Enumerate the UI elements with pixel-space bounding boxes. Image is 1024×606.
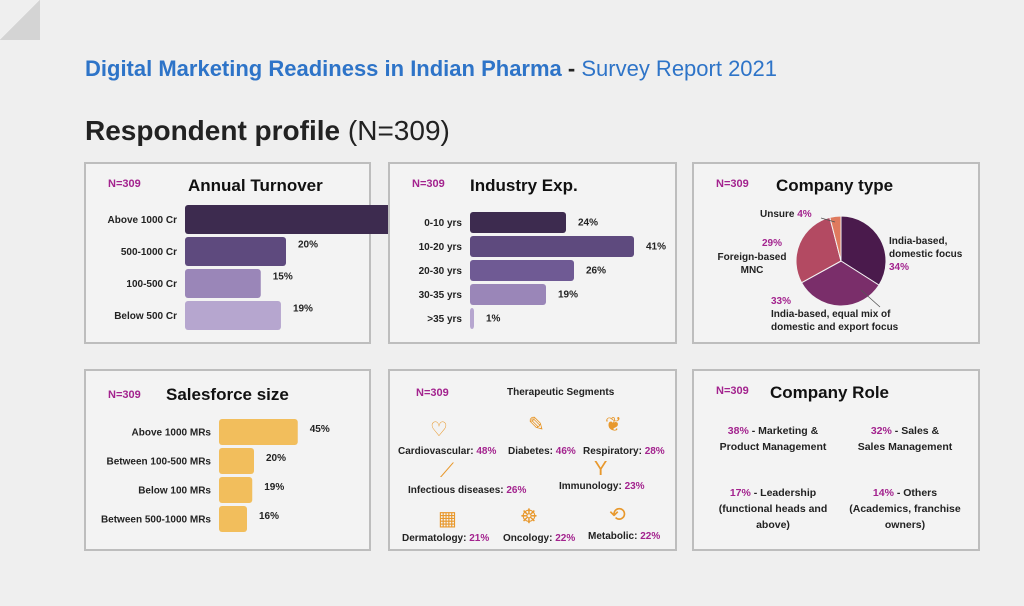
panel-title: Salesforce size [166,385,289,404]
company-role-panel: N=309 Company Role 38% - Marketing & Pro… [692,369,980,551]
bar-2 [185,269,261,298]
bar-2 [470,260,574,281]
value-label: 41% [646,242,666,253]
sample-size: N=309 [716,385,749,397]
role-sales: 32% - Sales & Sales Management [857,425,953,453]
segment-infectious: Infectious diseases: 26% [408,485,527,496]
panel-title: Annual Turnover [188,176,323,195]
sample-size: N=309 [108,389,141,401]
pie-label-domestic: India-based, domestic focus 34% [889,236,963,273]
sample-size: N=309 [412,178,445,190]
lungs-icon: ❦ [605,414,622,436]
category-label: Above 1000 Cr [108,215,178,226]
category-label: 10-20 yrs [419,242,463,253]
report-title-main: Digital Marketing Readiness in Indian Ph… [85,56,562,81]
leader-line-unsure [820,217,836,223]
bar-3 [470,284,546,305]
category-label: >35 yrs [427,314,462,325]
value-label: 1% [486,314,501,325]
category-label: Above 1000 MRs [132,428,212,439]
bar-1 [185,237,286,266]
bar-1 [219,448,254,474]
value-label: 24% [578,218,598,229]
value-label: 20% [266,453,286,464]
skin-icon: ▦ [438,508,457,530]
section-title-main: Respondent profile [85,115,341,146]
pie-label-unsure: Unsure 4% [760,209,812,220]
segment-metabolic: Metabolic: 22% [588,531,661,542]
antibody-icon: Y [594,458,608,480]
bar-4 [470,308,474,329]
bar-0 [185,205,418,234]
category-label: Below 500 Cr [114,311,177,322]
category-label: 20-30 yrs [419,266,463,277]
company-type-panel: N=309 Company type Unsure 4% 29% Foreign… [692,162,980,344]
value-label: 26% [586,266,606,277]
segment-dermatology: Dermatology: 21% [402,533,490,544]
value-label: 16% [259,511,279,522]
segment-cardiovascular: Cardiovascular: 48% [398,446,497,457]
bar-0 [470,212,566,233]
segment-respiratory: Respiratory: 28% [583,446,665,457]
category-label: 0-10 yrs [424,218,462,229]
therapeutic-segments-panel: N=309 Therapeutic Segments ♡ Cardiovascu… [388,369,677,551]
report-title-dash: - [561,56,582,81]
industry-experience-chart: 0-10 yrs 24% 10-20 yrs 41% 20-30 yrs 26% 30-35… [419,212,666,329]
salesforce-size-chart: Above 1000 MRs 45% Between 100-500 MRs 20% B… [101,419,330,532]
value-label: 45% [310,424,330,435]
bar-0 [219,419,298,445]
value-label: 15% [273,272,293,283]
role-leadership: 17% - Leadership (functional heads and a… [718,487,828,531]
crab-icon: ☸ [520,506,538,528]
value-label: 19% [293,304,313,315]
bar-3 [185,301,281,330]
panel-title: Therapeutic Segments [507,387,615,398]
category-label: Between 100-500 MRs [107,457,212,468]
panel-title: Industry Exp. [470,176,578,195]
page-fold-corner [0,0,40,40]
role-marketing: 38% - Marketing & Product Management [719,425,827,453]
value-label: 19% [264,482,284,493]
section-title: Respondent profile (N=309) [85,115,450,147]
bar-3 [219,506,247,532]
value-label: 20% [298,240,318,251]
pie-label-foreign-text: Foreign-based MNC [717,252,787,276]
pie-label-mixed: 33% India-based, equal mix of domestic a… [771,296,899,333]
role-others: 14% - Others (Academics, franchise owner… [849,487,961,531]
company-type-pie [795,215,887,308]
metabolic-icon: ⟲ [609,504,626,526]
category-label: 500-1000 Cr [121,247,177,258]
panel-title: Company type [776,176,894,195]
pie-slice-2 [795,216,842,284]
pie-slice-3 [829,215,842,262]
category-label: Between 500-1000 MRs [101,515,211,526]
panel-title: Company Role [770,383,890,402]
segment-oncology: Oncology: 22% [503,533,576,544]
bar-1 [470,236,634,257]
salesforce-size-panel: N=309 Salesforce size Above 1000 MRs 45% B… [84,369,371,551]
insulin-pen-icon: ✎ [528,414,545,436]
category-label: 30-35 yrs [419,290,463,301]
pie-label-foreign: 29% [762,238,783,249]
sample-size: N=309 [416,387,449,399]
segment-immunology: Immunology: 23% [559,481,645,492]
leader-line-mixed [860,289,881,308]
industry-experience-panel: N=309 Industry Exp. 0-10 yrs 24% 10-20 yrs… [388,162,677,344]
category-label: 100-500 Cr [126,279,177,290]
segment-diabetes: Diabetes: 46% [508,446,576,457]
sample-size: N=309 [108,178,141,190]
bar-2 [219,477,253,503]
report-title-sub: Survey Report 2021 [581,56,778,81]
sample-size: N=309 [716,178,749,190]
value-label: 19% [558,290,578,301]
category-label: Below 100 MRs [138,486,211,497]
annual-turnover-panel: N=309 Annual Turnover Above 1000 Cr46%50… [84,162,449,344]
syringe-icon: ⟋ [440,460,454,482]
report-title: Digital Marketing Readiness in Indian Ph… [85,56,777,82]
heart-pulse-icon: ♡ [430,419,448,441]
section-title-n: (N=309) [340,115,450,146]
